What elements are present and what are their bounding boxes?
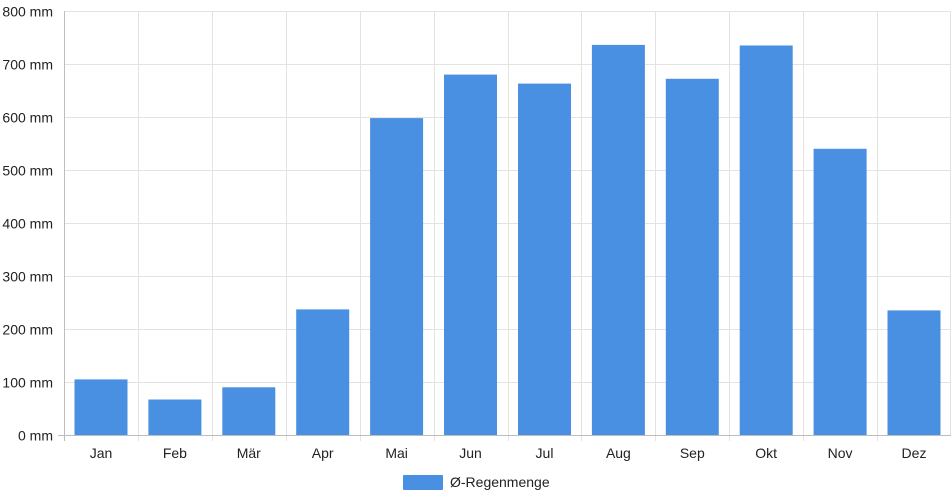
- x-tick-label: Jan: [90, 445, 113, 461]
- legend[interactable]: Ø-Regenmenge: [403, 474, 550, 490]
- x-tick-label: Dez: [902, 445, 927, 461]
- bar-sep: [665, 78, 719, 436]
- x-tick-label: Apr: [312, 445, 334, 461]
- x-axis-ticks: Jan Feb Mär Apr Mai Jun Jul Aug Sep Okt Nov Dez: [90, 445, 927, 461]
- bar-nov: [813, 148, 867, 436]
- bar-okt: [739, 45, 793, 435]
- y-tick-label: 300 mm: [2, 269, 53, 285]
- legend-swatch[interactable]: [403, 475, 443, 490]
- x-tick-label: Jun: [459, 445, 482, 461]
- bar-jan: [74, 379, 128, 435]
- bar-mär: [222, 387, 276, 435]
- bar-aug: [591, 44, 645, 436]
- x-tick-label: Nov: [828, 445, 853, 461]
- x-tick-label: Jul: [536, 445, 554, 461]
- x-tick-label: Feb: [163, 445, 187, 461]
- bar-series: [74, 44, 941, 436]
- x-tick-label: Okt: [755, 445, 777, 461]
- bar-feb: [148, 399, 202, 435]
- bar-dez: [887, 310, 941, 435]
- legend-label[interactable]: Ø-Regenmenge: [450, 474, 550, 490]
- y-tick-label: 0 mm: [18, 428, 53, 444]
- bar-mai: [370, 118, 424, 435]
- bar-jun: [444, 74, 497, 435]
- y-axis-ticks: 0 mm 100 mm 200 mm 300 mm 400 mm 500 mm 600 mm…: [2, 4, 53, 444]
- y-tick-label: 800 mm: [2, 4, 53, 20]
- y-tick-label: 600 mm: [2, 110, 53, 126]
- x-tick-label: Aug: [606, 445, 631, 461]
- y-tick-label: 500 mm: [2, 163, 53, 179]
- y-tick-label: 400 mm: [2, 216, 53, 232]
- bar-apr: [296, 309, 350, 435]
- x-tick-label: Mär: [237, 445, 261, 461]
- bar-jul: [518, 83, 571, 435]
- grid-lines: [64, 11, 951, 441]
- y-tick-label: 700 mm: [2, 57, 53, 73]
- axes: [58, 11, 951, 441]
- x-tick-label: Sep: [680, 445, 705, 461]
- x-tick-label: Mai: [385, 445, 408, 461]
- y-tick-label: 200 mm: [2, 322, 53, 338]
- y-tick-label: 100 mm: [2, 375, 53, 391]
